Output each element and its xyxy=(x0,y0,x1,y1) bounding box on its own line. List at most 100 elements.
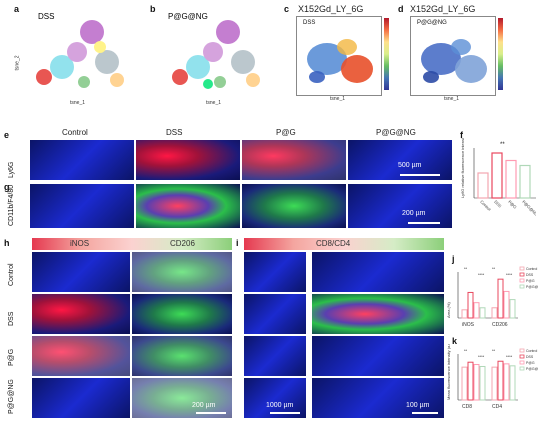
scale-g: 200 µm xyxy=(402,210,426,217)
j-bar-0-0 xyxy=(461,309,468,319)
k-bar-0-0 xyxy=(461,366,468,401)
panel-f-letter: f xyxy=(460,130,463,140)
j-bar-0-2 xyxy=(473,302,480,319)
f-bar-1 xyxy=(491,152,503,199)
img-g-pgng xyxy=(348,184,452,228)
panel-c-header: X152Gd_LY_6G xyxy=(298,4,364,14)
panel-a-scatter xyxy=(36,20,124,88)
panel-d-scatter xyxy=(421,39,487,83)
f-sig: ** xyxy=(500,142,505,148)
img-i-r3-zoom xyxy=(312,336,444,376)
k-bar-1-1 xyxy=(497,360,504,401)
f-tick-3: P@G@NG xyxy=(521,199,536,217)
scalebar-e xyxy=(400,174,440,176)
banner-cd8cd4 xyxy=(244,238,444,250)
panel-b-title: P@G@NG xyxy=(168,12,208,21)
k-legend-swatch-2 xyxy=(519,360,525,365)
row-h-pgng: P@G@NG xyxy=(8,379,15,414)
row-cd11b: CD11b/F4/80 xyxy=(8,184,15,226)
banner-cd8cd4-label: CD8/CD4 xyxy=(316,239,351,248)
panel-c-letter: c xyxy=(284,4,290,14)
panel-d-letter: d xyxy=(398,4,404,14)
panel-b-letter: b xyxy=(150,4,156,14)
col-control: Control xyxy=(62,128,88,137)
banner-inos xyxy=(32,238,232,250)
k-sig-0: ** xyxy=(464,348,468,353)
j-sig-2: ** xyxy=(492,266,496,271)
j-sig-0: ** xyxy=(464,266,468,271)
scalebar-i-left xyxy=(270,412,300,414)
img-e-dss xyxy=(136,140,240,180)
panel-a-title: DSS xyxy=(38,12,55,21)
j-legend-swatch-0 xyxy=(519,266,525,271)
img-h-r3-inos xyxy=(32,336,130,376)
panel-d-colorbar xyxy=(498,18,503,90)
panel-c-tsne xyxy=(296,16,382,96)
f-bar-2 xyxy=(505,159,517,199)
panel-j-chart: iNOSCD206************ControlDSSP@GP@G@NG… xyxy=(446,266,538,328)
img-i-r1-zoom xyxy=(312,252,444,292)
img-i-r4-zoom xyxy=(312,378,444,418)
j-legend-1: DSS xyxy=(526,273,534,277)
scale-i-left: 1000 µm xyxy=(266,402,294,409)
scalebar-h xyxy=(196,412,226,414)
img-i-r3-overview xyxy=(244,336,306,376)
f-bar-3 xyxy=(519,164,531,199)
img-g-control xyxy=(30,184,134,228)
f-tick-0: Control xyxy=(479,199,492,212)
img-i-r4-overview xyxy=(244,378,306,418)
img-i-r2-zoom xyxy=(312,294,444,334)
col-pgng: P@G@NG xyxy=(376,128,416,137)
j-legend-swatch-3 xyxy=(519,284,525,289)
panel-b-scatter xyxy=(172,20,260,89)
img-i-r2-overview xyxy=(244,294,306,334)
panel-h-letter: h xyxy=(4,238,10,248)
f-ylabel: Ly6G relative fluorescence intensity (%) xyxy=(460,138,465,198)
col-dss: DSS xyxy=(166,128,183,137)
panel-c-scatter xyxy=(307,39,373,83)
k-legend-2: P@G xyxy=(526,361,535,365)
banner-cd206-label: CD206 xyxy=(170,239,195,248)
k-sig-1: **** xyxy=(478,354,485,359)
row-h-control: Control xyxy=(8,263,15,286)
f-tick-2: P@G xyxy=(507,199,517,209)
panel-b-tsne xyxy=(158,12,268,100)
panel-i-letter: i xyxy=(236,238,239,248)
k-ylabel: Mean fluorescence intensity (a.u.) xyxy=(446,344,451,400)
j-legend-swatch-2 xyxy=(519,278,525,283)
row-h-pg: P@G xyxy=(8,348,15,366)
img-h-r4-cd206 xyxy=(132,378,232,418)
scalebar-g xyxy=(408,222,440,224)
img-h-r2-cd206 xyxy=(132,294,232,334)
j-sig-1: **** xyxy=(478,272,485,277)
panel-g-letter: g xyxy=(4,182,10,192)
k-sig-2: ** xyxy=(492,348,496,353)
scale-i-right: 100 µm xyxy=(406,402,430,409)
f-tick-1: DSS xyxy=(493,199,503,209)
k-tick-1: CD4 xyxy=(492,404,502,410)
k-tick-0: CD8 xyxy=(462,404,472,410)
col-pg: P@G xyxy=(276,128,296,137)
row-h-dss: DSS xyxy=(8,311,15,326)
panel-d-tsne xyxy=(410,16,496,96)
panel-a-tsne xyxy=(22,12,132,100)
j-legend-0: Control xyxy=(526,267,538,271)
k-sig-3: **** xyxy=(506,354,513,359)
j-tick-0: iNOS xyxy=(462,322,475,328)
j-legend-swatch-1 xyxy=(519,272,525,277)
img-e-control xyxy=(30,140,134,180)
panel-k-chart: CD8CD4************ControlDSSP@GP@G@NGMea… xyxy=(446,344,538,410)
panel-f-chart: Control DSS P@G P@G@NG ** Ly6G relative fluor… xyxy=(460,138,536,217)
img-g-dss xyxy=(136,184,240,228)
k-legend-swatch-3 xyxy=(519,366,525,371)
j-bar-1-2 xyxy=(503,290,510,319)
panel-b-xlabel: tsne_1 xyxy=(206,100,222,106)
img-h-r1-inos xyxy=(32,252,130,292)
scale-e: 500 µm xyxy=(398,162,422,169)
k-legend-3: P@G@NG xyxy=(526,367,538,371)
j-bar-0-3 xyxy=(479,307,486,319)
img-g-pg xyxy=(242,184,346,228)
img-h-r1-cd206 xyxy=(132,252,232,292)
k-bar-0-2 xyxy=(473,364,480,401)
k-bar-1-3 xyxy=(509,365,516,401)
